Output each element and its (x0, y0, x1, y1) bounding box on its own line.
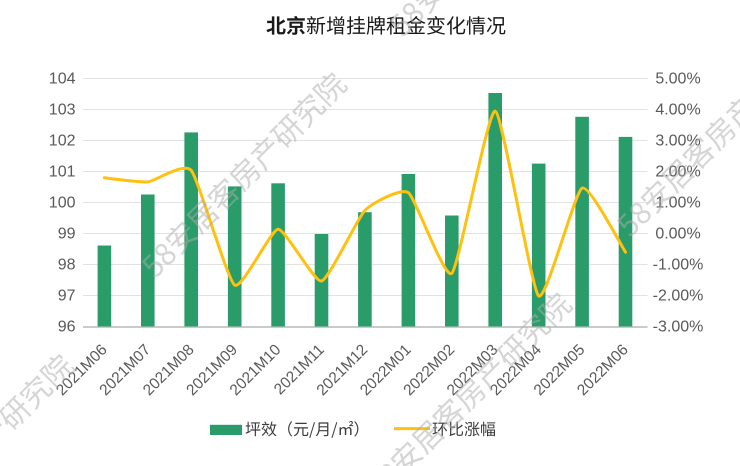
svg-text:5.00%: 5.00% (655, 70, 700, 87)
svg-text:-3.00%: -3.00% (653, 318, 704, 335)
svg-text:4.00%: 4.00% (655, 101, 700, 118)
svg-text:104: 104 (49, 70, 76, 87)
svg-text:-2.00%: -2.00% (653, 287, 704, 304)
svg-text:58安居客房产研究院: 58安居客房产研究院 (0, 343, 82, 466)
svg-text:101: 101 (49, 163, 76, 180)
svg-text:北京新增挂牌租金变化情况: 北京新增挂牌租金变化情况 (266, 10, 506, 39)
svg-text:103: 103 (49, 101, 76, 118)
svg-text:100: 100 (49, 194, 76, 211)
svg-text:0.00%: 0.00% (655, 225, 700, 242)
svg-text:97: 97 (58, 287, 76, 304)
svg-text:99: 99 (58, 225, 76, 242)
svg-text:-1.00%: -1.00% (653, 256, 704, 273)
svg-text:坪效（元/月/㎡）: 坪效（元/月/㎡） (245, 416, 370, 440)
svg-text:1.00%: 1.00% (655, 194, 700, 211)
svg-text:2.00%: 2.00% (655, 163, 700, 180)
svg-text:102: 102 (49, 132, 76, 149)
svg-text:环比涨幅: 环比涨幅 (432, 416, 496, 440)
svg-text:98: 98 (58, 256, 76, 273)
svg-text:96: 96 (58, 318, 76, 335)
svg-text:3.00%: 3.00% (655, 132, 700, 149)
